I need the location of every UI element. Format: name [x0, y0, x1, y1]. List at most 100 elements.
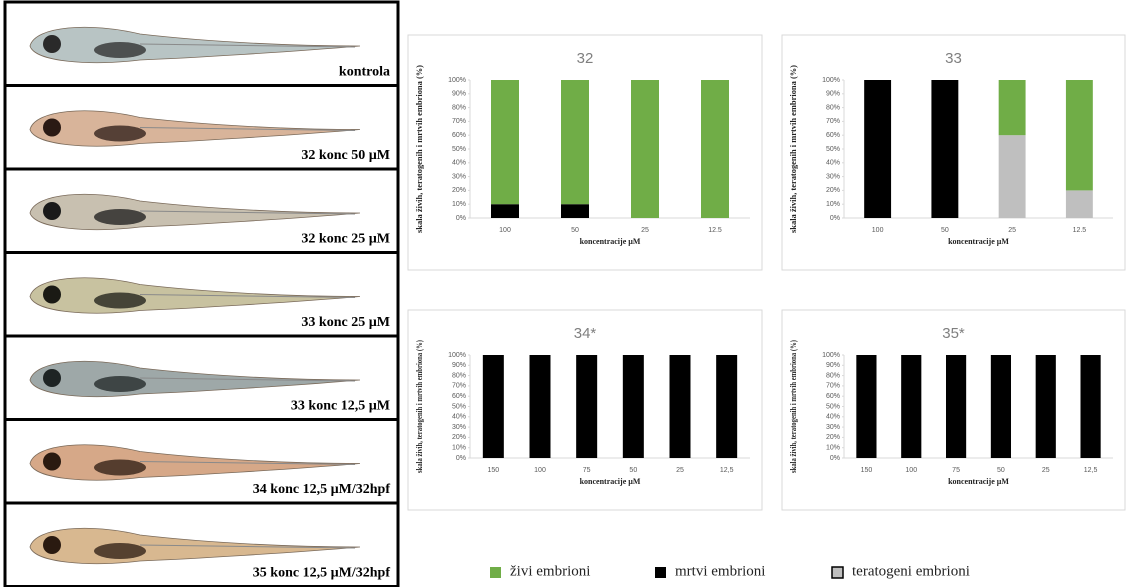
- y-tick-label: 20%: [826, 187, 840, 194]
- y-tick-label: 20%: [452, 434, 466, 441]
- x-tick-label: 100: [905, 467, 917, 474]
- y-tick-label: 40%: [826, 414, 840, 421]
- bar-segment: [561, 204, 589, 218]
- x-axis-label: koncentracije µM: [580, 477, 641, 486]
- y-tick-label: 90%: [826, 362, 840, 369]
- bar-segment: [1035, 355, 1056, 458]
- chart-title: 32: [577, 50, 594, 67]
- fish-eye: [43, 452, 61, 471]
- x-tick-label: 150: [861, 467, 873, 474]
- bar-segment: [716, 355, 738, 458]
- bar-segment: [669, 355, 691, 458]
- y-tick-label: 50%: [452, 403, 466, 410]
- fish-yolk: [94, 42, 146, 58]
- fish-image: [29, 444, 361, 481]
- bar-segment: [701, 80, 729, 218]
- chart-title: 35*: [942, 325, 965, 342]
- y-tick-label: 80%: [826, 372, 840, 379]
- chart-title: 33: [945, 50, 962, 67]
- y-tick-label: 40%: [452, 414, 466, 421]
- x-tick-label: 75: [952, 467, 960, 474]
- y-tick-label: 30%: [452, 424, 466, 431]
- y-tick-label: 50%: [452, 146, 466, 153]
- x-tick-label: 150: [487, 467, 499, 474]
- x-tick-label: 100: [534, 467, 546, 474]
- y-tick-label: 40%: [826, 160, 840, 167]
- y-tick-label: 0%: [830, 215, 840, 222]
- bar-segment: [561, 80, 589, 205]
- y-tick-label: 70%: [452, 118, 466, 125]
- panel-label: 33 konc 12,5 µM: [291, 399, 390, 414]
- y-tick-label: 40%: [452, 160, 466, 167]
- legend-label: mrtvi embrioni: [675, 563, 765, 579]
- y-tick-label: 20%: [826, 434, 840, 441]
- bar-segment: [990, 355, 1012, 458]
- fish-spine: [139, 127, 356, 131]
- bar-segment: [1065, 190, 1093, 218]
- y-tick-label: 10%: [452, 445, 466, 452]
- panel-label: 32 konc 25 µM: [301, 232, 390, 247]
- y-tick-label: 90%: [452, 91, 466, 98]
- bar-segment: [998, 135, 1026, 218]
- bar-segment: [491, 80, 519, 205]
- y-tick-label: 70%: [826, 383, 840, 390]
- fish-spine: [139, 377, 356, 382]
- panel-label: 32 konc 50 µM: [301, 148, 390, 163]
- x-axis-label: koncentracije µM: [948, 237, 1009, 246]
- bar-segment: [856, 355, 877, 458]
- fish-spine: [139, 43, 356, 48]
- bar-segment: [931, 80, 959, 218]
- x-tick-label: 12,5: [1084, 467, 1098, 474]
- panel-label: kontrola: [339, 65, 390, 80]
- bar-segment: [864, 80, 892, 218]
- y-tick-label: 10%: [826, 201, 840, 208]
- x-tick-label: 25: [1042, 467, 1050, 474]
- y-tick-label: 50%: [826, 403, 840, 410]
- y-axis-label: skala živih, teratogenih i mrtvih embrio…: [415, 65, 424, 233]
- x-tick-label: 25: [641, 227, 649, 234]
- bar-segment: [622, 355, 644, 458]
- y-tick-label: 80%: [452, 104, 466, 111]
- bar-segment: [945, 355, 967, 458]
- y-tick-label: 10%: [826, 445, 840, 452]
- bar-segment: [529, 355, 551, 458]
- x-tick-label: 50: [941, 227, 949, 234]
- bar-segment: [482, 355, 504, 458]
- bar-segment: [998, 80, 1026, 136]
- fish-image: [29, 26, 361, 63]
- y-axis-label: skala živih, teratogenih i mrtvih embrio…: [789, 65, 798, 233]
- panel-label: 33 konc 25 µM: [301, 315, 390, 330]
- y-tick-label: 100%: [822, 77, 840, 84]
- fish-eye: [43, 536, 61, 554]
- fish-yolk: [94, 292, 146, 309]
- y-tick-label: 90%: [452, 362, 466, 369]
- bar-segment: [901, 355, 922, 458]
- y-tick-label: 70%: [452, 383, 466, 390]
- y-tick-label: 60%: [826, 132, 840, 139]
- y-tick-label: 10%: [452, 201, 466, 208]
- bar-segment: [1080, 355, 1101, 458]
- fish-spine: [139, 544, 356, 549]
- legend-label: živi embrioni: [510, 563, 590, 579]
- x-tick-label: 12.5: [1073, 227, 1087, 234]
- y-axis-label: skala živih, teratogenih i mrtvih embrio…: [789, 340, 798, 473]
- fish-spine: [139, 461, 356, 465]
- fish-image: [29, 193, 361, 230]
- fish-eye: [43, 118, 61, 137]
- y-axis-label: skala živih, teratogenih i mrtvih embrio…: [415, 340, 424, 473]
- x-tick-label: 25: [676, 467, 684, 474]
- fish-image: [29, 110, 361, 147]
- fish-spine: [139, 294, 356, 298]
- fish-image: [29, 277, 361, 314]
- bar-segment: [576, 355, 598, 458]
- y-tick-label: 20%: [452, 187, 466, 194]
- x-tick-label: 25: [1008, 227, 1016, 234]
- x-tick-label: 100: [499, 227, 511, 234]
- y-tick-label: 0%: [830, 455, 840, 462]
- y-tick-label: 0%: [456, 215, 466, 222]
- y-tick-label: 100%: [822, 352, 840, 359]
- x-tick-label: 12.5: [708, 227, 722, 234]
- y-tick-label: 80%: [452, 372, 466, 379]
- panel-label: 34 konc 12,5 µM/32hpf: [253, 482, 391, 497]
